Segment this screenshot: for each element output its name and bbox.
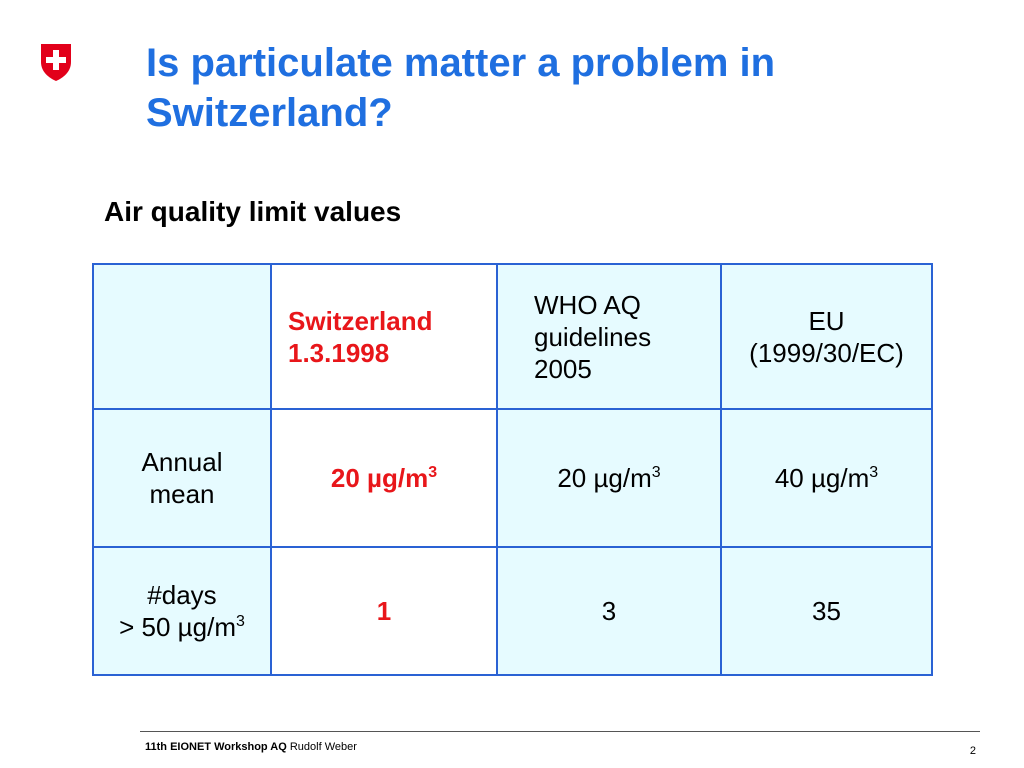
- cell-switzerland-days: 1: [270, 546, 498, 676]
- value-eu-annual: 40 µg/m: [774, 463, 870, 493]
- header-cell-eu: EU (1999/30/EC): [720, 263, 933, 410]
- unit-superscript: 3: [428, 464, 438, 481]
- footer-author: Rudolf Weber: [289, 741, 357, 753]
- row-label-annual-mean: Annual mean: [92, 408, 272, 548]
- footer-divider: [140, 731, 980, 732]
- row-label-line1: Annual: [141, 447, 223, 477]
- cell-eu-annual: 40 µg/m3: [720, 408, 933, 548]
- header-eu-line1: EU: [808, 305, 845, 336]
- value-who-days: 3: [601, 596, 617, 626]
- header-switzerland-date: 1.3.1998: [288, 337, 390, 368]
- header-eu-line2: (1999/30/EC): [749, 337, 904, 368]
- row-label-days: #days > 50 µg/m3: [92, 546, 272, 676]
- swiss-cross-shield-icon: [41, 44, 71, 81]
- limit-values-table: Switzerland 1.3.1998 WHO AQ guidelines 2…: [92, 263, 933, 676]
- page-number: 2: [969, 745, 976, 757]
- row-label-line1: #days: [147, 580, 217, 610]
- header-cell-who: WHO AQ guidelines 2005: [496, 263, 722, 410]
- header-cell-empty: [92, 263, 272, 410]
- slide-title: Is particulate matter a problem in Switz…: [146, 41, 776, 135]
- table-row-days-exceeding: #days > 50 µg/m3 1 3 35: [92, 546, 933, 676]
- row-label-threshold: > 50 µg/m: [119, 612, 236, 642]
- cell-who-annual: 20 µg/m3: [496, 408, 722, 548]
- unit-superscript: 3: [235, 613, 245, 630]
- cell-who-days: 3: [496, 546, 722, 676]
- unit-superscript: 3: [651, 464, 661, 481]
- header-cell-switzerland: Switzerland 1.3.1998: [270, 263, 498, 410]
- header-who-line3: 2005: [534, 353, 592, 384]
- header-switzerland-label: Switzerland: [288, 305, 433, 336]
- footer-caption: 11th EIONET Workshop AQ Rudolf Weber: [145, 740, 357, 754]
- section-heading: Air quality limit values: [104, 196, 402, 227]
- value-switzerland-annual: 20 µg/m3: [331, 463, 437, 493]
- row-label-line2: mean: [149, 479, 215, 509]
- cell-switzerland-annual: 20 µg/m3: [270, 408, 498, 548]
- footer-event: 11th EIONET Workshop AQ: [145, 741, 287, 753]
- row-label-line2: > 50 µg/m3: [119, 612, 245, 642]
- value-who-annual: 20 µg/m: [557, 463, 652, 493]
- header-who-line2: guidelines: [534, 321, 652, 352]
- value-eu-days: 35: [812, 596, 841, 626]
- unit-superscript: 3: [869, 464, 879, 481]
- value-switzerland-days: 1: [376, 596, 392, 626]
- table-header-row: Switzerland 1.3.1998 WHO AQ guidelines 2…: [92, 263, 933, 410]
- table-row-annual-mean: Annual mean 20 µg/m3 20 µg/m3 40 µg/m3: [92, 408, 933, 548]
- value-text: 20 µg/m: [330, 463, 429, 493]
- header-who-line1: WHO AQ: [534, 289, 641, 320]
- cell-eu-days: 35: [720, 546, 933, 676]
